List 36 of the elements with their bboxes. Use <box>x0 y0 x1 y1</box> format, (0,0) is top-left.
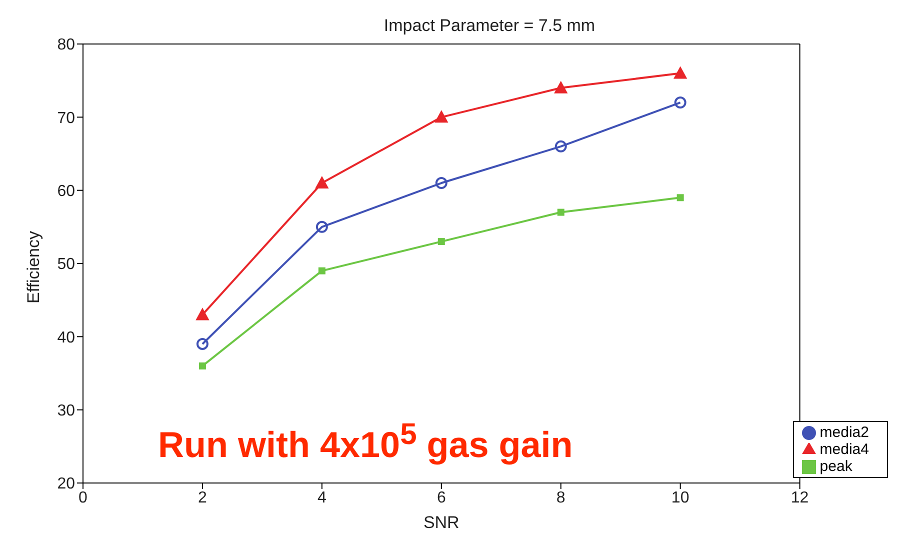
x-axis-title: SNR <box>423 513 460 532</box>
point <box>554 81 568 94</box>
point <box>196 308 209 320</box>
point <box>435 177 448 190</box>
chart-title: Impact Parameter = 7.5 mm <box>382 16 596 36</box>
y-tick-label: 30 <box>57 402 76 420</box>
y-axis-title: Efficiency <box>24 230 44 304</box>
point <box>676 194 684 202</box>
point <box>557 208 564 216</box>
x-tick-label: 8 <box>556 489 566 506</box>
point <box>198 362 206 370</box>
point <box>438 238 445 246</box>
y-tick-label: 50 <box>57 256 76 274</box>
point <box>315 176 328 189</box>
point <box>316 220 328 233</box>
point <box>674 96 686 109</box>
legend-label: media4 <box>820 441 869 458</box>
point <box>554 140 567 152</box>
y-tick-label: 60 <box>57 183 76 200</box>
point <box>674 66 687 79</box>
point <box>434 110 448 123</box>
legend-label: peak <box>820 458 852 475</box>
x-tick-label: 0 <box>78 489 88 506</box>
legend-label: media2 <box>820 424 869 441</box>
point <box>196 338 208 350</box>
y-tick-label: 40 <box>57 329 76 346</box>
x-tick-label: 2 <box>198 489 208 506</box>
y-tick-label: 80 <box>57 36 76 54</box>
point <box>318 267 326 274</box>
y-tick-label: 20 <box>57 476 76 493</box>
x-tick-label: 6 <box>436 489 446 506</box>
x-tick-label: 12 <box>790 489 809 506</box>
x-tick-label: 10 <box>671 489 690 506</box>
y-tick-label: 70 <box>57 110 76 127</box>
annotation: Run with 4x10$^{5}$ gas gain <box>158 418 573 466</box>
x-tick-label: 4 <box>317 489 326 506</box>
